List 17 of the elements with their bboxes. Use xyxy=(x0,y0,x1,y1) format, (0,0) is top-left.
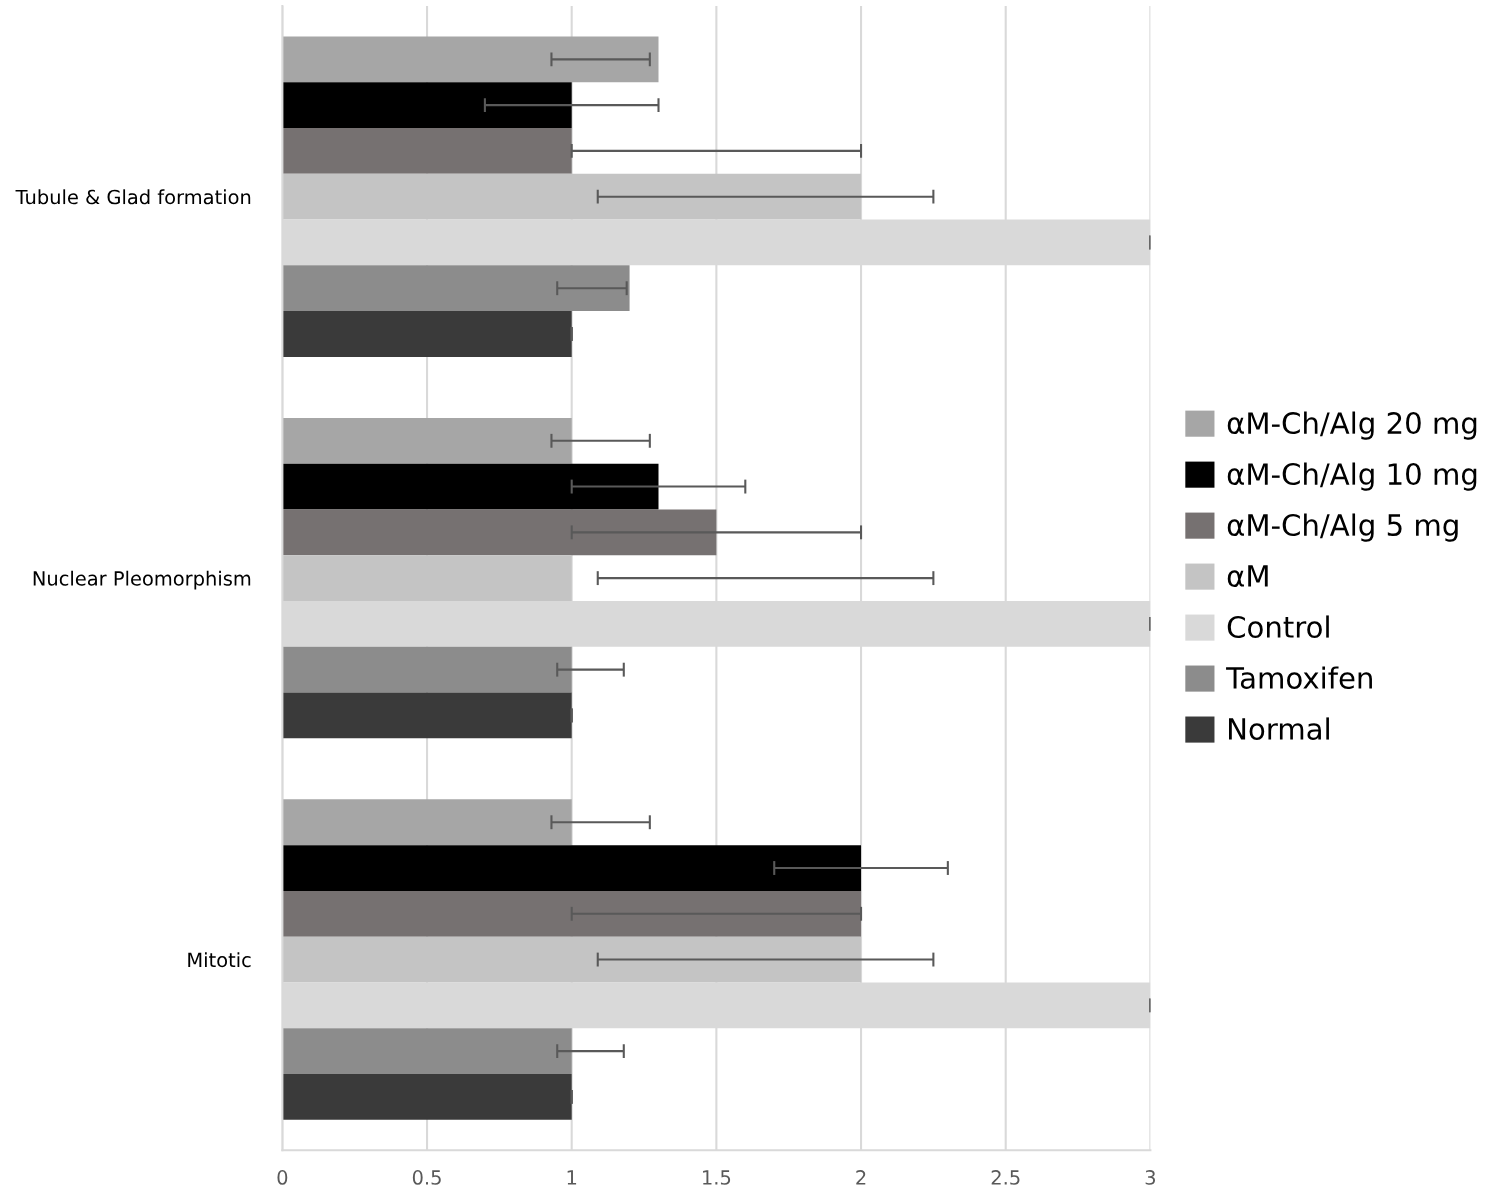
legend-label: Normal xyxy=(1229,717,1329,740)
legend-label: αM-Ch/Alg 5 mg xyxy=(1227,513,1458,542)
legend-label: αM-Ch/Alg 20 mg xyxy=(1227,411,1477,440)
x-tick-label: 2.5 xyxy=(991,1170,1020,1185)
x-tick-label: 0.5 xyxy=(412,1170,441,1185)
x-tick-label: 3 xyxy=(1145,1170,1156,1185)
legend-label: Tamoxifen xyxy=(1226,666,1372,689)
y-tick-label: Tubule & Glad formation xyxy=(15,189,251,205)
x-tick-label: 1.5 xyxy=(703,1170,731,1185)
x-tick-label: 2 xyxy=(856,1170,866,1185)
y-tick-label: Nuclear Pleomorphism xyxy=(33,570,251,590)
legend-label: Control xyxy=(1227,615,1329,639)
x-tick-label: 0 xyxy=(277,1170,288,1185)
y-tick-label: Mitotic xyxy=(188,952,251,968)
x-tick-label: 1 xyxy=(567,1170,577,1185)
legend-label: αM xyxy=(1227,565,1268,587)
legend-label: αM-Ch/Alg 10 mg xyxy=(1227,462,1477,491)
